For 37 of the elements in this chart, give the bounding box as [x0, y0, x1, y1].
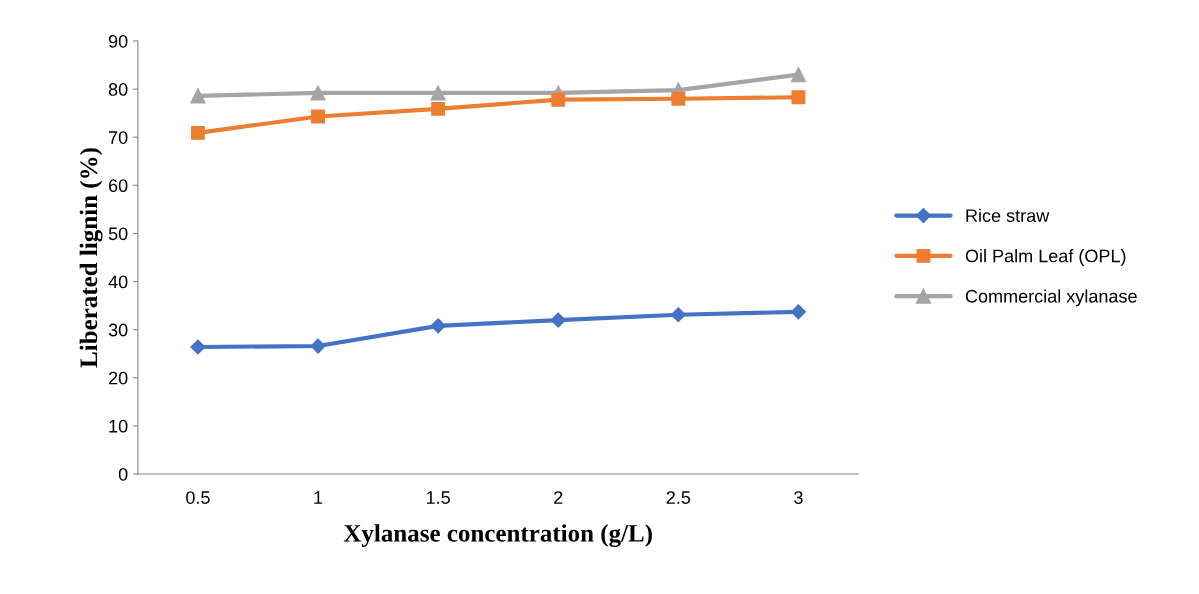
legend-label: Rice straw — [966, 208, 1050, 223]
y-tick-label: 90 — [108, 34, 128, 48]
point — [430, 318, 446, 334]
point — [190, 88, 206, 104]
y-tick-label: 80 — [108, 83, 128, 96]
point — [791, 90, 806, 105]
y-tick-label: 10 — [109, 419, 128, 433]
point — [431, 101, 446, 116]
point — [551, 92, 566, 107]
legend-label: Oil Palm Leaf (OPL) — [965, 249, 1126, 266]
y-tick-label: 0 — [118, 467, 128, 481]
y-tick-label: 40 — [108, 275, 128, 289]
x-tick-label: 2.5 — [666, 491, 691, 504]
point — [430, 85, 446, 101]
point — [190, 125, 205, 140]
x-tick-label: 0.5 — [186, 491, 210, 504]
legend-label: Commercial xylanase — [965, 289, 1137, 307]
point — [311, 109, 325, 124]
x-tick-label: 2 — [554, 491, 563, 504]
y-tick-label: 70 — [109, 131, 128, 144]
y-tick-label: 30 — [108, 323, 128, 337]
x-tick-label: 1 — [314, 491, 323, 504]
point — [550, 312, 566, 328]
y-tick-label: 50 — [108, 227, 128, 241]
y-axis-title: Liberated lignin (%) — [79, 148, 103, 368]
point — [310, 85, 326, 101]
y-tick-label: 20 — [108, 371, 128, 385]
y-tick-label: 60 — [109, 179, 128, 193]
x-tick-label: 1.5 — [426, 491, 450, 504]
x-tick-label: 3 — [794, 491, 803, 504]
point — [190, 339, 206, 355]
point — [670, 307, 686, 323]
point — [310, 338, 326, 354]
point — [790, 304, 807, 320]
point — [790, 67, 807, 83]
x-axis-title: Xylanase concentration (g/L) — [343, 524, 652, 548]
point — [671, 91, 686, 106]
